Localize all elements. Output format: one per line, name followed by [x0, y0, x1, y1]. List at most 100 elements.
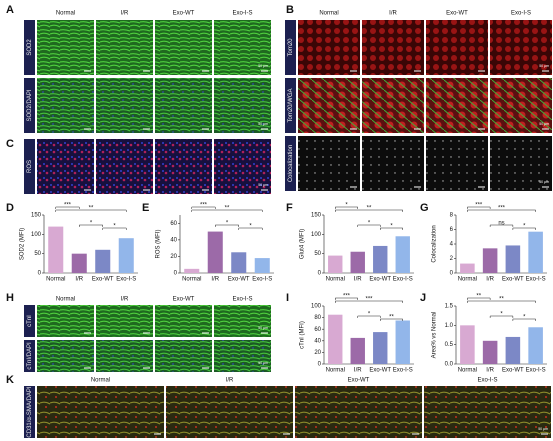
y-tick-label: 20 — [314, 350, 321, 356]
significance-label: ** — [499, 297, 504, 303]
scale-label: 50 μm — [258, 326, 268, 330]
panel-label: F — [286, 202, 293, 214]
micrograph — [426, 20, 488, 75]
panel-label: K — [6, 374, 14, 386]
significance-label: * — [226, 221, 229, 227]
micrograph — [155, 305, 212, 337]
micrograph — [426, 78, 488, 133]
row-label: Tom20/WGA — [288, 88, 294, 122]
micrograph — [155, 20, 212, 75]
scale-label: 50 μm — [258, 183, 268, 187]
x-tick-label: Normal — [182, 277, 201, 283]
bar — [254, 258, 270, 273]
significance-bracket — [215, 224, 239, 227]
x-tick-label: Exo-WT — [228, 277, 250, 283]
x-tick-label: Exo-I-S — [526, 277, 546, 283]
y-axis-label: Area% vs Normal — [432, 312, 438, 359]
row-label-strip — [24, 340, 35, 372]
significance-label: * — [390, 224, 393, 230]
significance-label: ** — [476, 294, 481, 300]
micrograph — [37, 78, 94, 133]
significance-label: *** — [498, 206, 506, 212]
significance-bracket — [512, 318, 536, 321]
bar — [207, 231, 223, 273]
bar — [482, 340, 498, 364]
significance-bracket — [467, 209, 536, 212]
y-axis-label: Glut4 (MFI) — [300, 229, 306, 259]
y-tick-label: 1.5 — [445, 304, 454, 310]
micrograph — [214, 139, 271, 194]
micrograph — [166, 386, 293, 438]
x-tick-label: I/R — [75, 277, 83, 283]
micrograph — [96, 340, 153, 372]
bar — [395, 236, 410, 273]
scale-label: 50 μm — [539, 64, 549, 68]
bar — [48, 226, 64, 273]
row-label: SOD2 — [27, 39, 33, 56]
y-tick-label: 2 — [450, 256, 454, 262]
micrograph — [96, 305, 153, 337]
x-tick-label: Normal — [326, 368, 345, 374]
y-tick-label: 0.5 — [445, 342, 454, 348]
panel-label: J — [420, 292, 426, 304]
bar — [528, 231, 543, 273]
scale-label: 50 μm — [538, 427, 548, 431]
row-label-strip — [24, 305, 35, 337]
significance-label: * — [368, 221, 371, 227]
row-label: SOD2/DAPI — [27, 89, 33, 121]
y-axis-label: ROS (MFI) — [156, 230, 162, 259]
column-header: Normal — [56, 11, 75, 17]
significance-label: * — [249, 224, 252, 230]
micrograph — [298, 78, 360, 133]
y-tick-label: 4 — [450, 242, 454, 248]
micrograph — [298, 20, 360, 75]
x-tick-label: Exo-I-S — [393, 277, 413, 283]
y-tick-label: 8 — [450, 213, 454, 219]
scale-label: 50 μm — [539, 180, 549, 184]
y-axis-label: cTnI (MFI) — [300, 321, 306, 349]
significance-bracket — [335, 300, 403, 303]
bar — [328, 255, 343, 273]
micrograph — [490, 136, 552, 191]
y-tick-label: 60 — [314, 327, 321, 333]
column-header: Exo-WT — [173, 297, 195, 303]
panel-label: H — [6, 292, 14, 304]
significance-bracket — [191, 206, 216, 209]
significance-bracket — [335, 209, 403, 212]
bar — [460, 263, 475, 273]
y-tick-label: 1.0 — [445, 323, 454, 329]
significance-label: * — [368, 312, 371, 318]
micrograph — [295, 386, 422, 438]
y-tick-label: 40 — [314, 338, 321, 344]
x-tick-label: I/R — [211, 277, 219, 283]
x-tick-label: I/R — [354, 277, 362, 283]
bar — [373, 332, 388, 364]
micrograph — [426, 136, 488, 191]
y-tick-label: 50 — [34, 251, 41, 257]
micrograph — [96, 78, 153, 133]
y-tick-label: 100 — [31, 232, 42, 238]
scale-label: 50 μm — [258, 122, 268, 126]
micrograph — [214, 20, 271, 75]
significance-label: *** — [64, 203, 72, 209]
bar — [482, 248, 498, 273]
row-label-strip — [24, 139, 35, 194]
column-header: I/R — [121, 11, 129, 17]
x-tick-label: Exo-WT — [92, 277, 114, 283]
micrograph — [96, 139, 153, 194]
x-tick-label: Normal — [46, 277, 65, 283]
y-tick-label: 0 — [174, 271, 178, 277]
significance-label: ** — [389, 315, 394, 321]
bar — [184, 268, 200, 273]
x-tick-label: Exo-I-S — [252, 277, 272, 283]
column-header: Normal — [56, 297, 75, 303]
significance-bracket — [380, 318, 403, 321]
micrograph — [362, 78, 424, 133]
micrograph — [155, 139, 212, 194]
significance-bracket — [191, 209, 263, 212]
micrograph — [37, 386, 164, 438]
y-tick-label: 60 — [170, 221, 177, 227]
bar — [118, 238, 134, 273]
panel-label: E — [142, 202, 149, 214]
significance-label: * — [90, 221, 93, 227]
